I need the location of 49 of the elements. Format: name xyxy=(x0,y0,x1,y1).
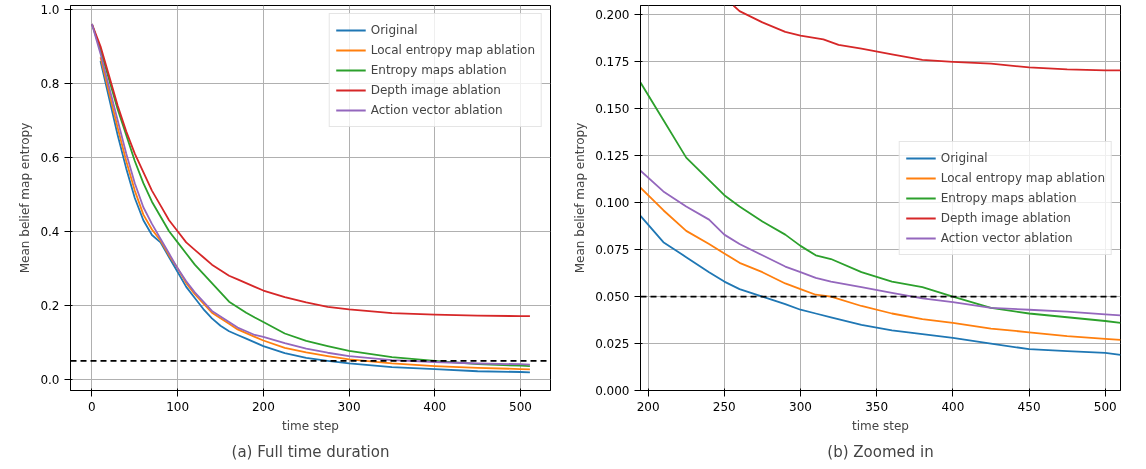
line-series xyxy=(640,81,1121,324)
legend-label: Original xyxy=(370,23,418,37)
y-tick-label: 0.4 xyxy=(40,224,60,239)
y-tick-label: 0.025 xyxy=(595,337,630,352)
y-tick-label: 0.6 xyxy=(40,150,60,165)
y-tick-label: 0.075 xyxy=(595,243,630,258)
y-tick-label: 0.125 xyxy=(595,149,630,164)
x-tick-label: 450 xyxy=(1017,399,1041,414)
y-tick-label: 0.0 xyxy=(40,372,60,387)
text: (b) Zoomed in xyxy=(827,442,934,461)
line-series xyxy=(640,186,1121,341)
legend-label: Action vector ablation xyxy=(940,230,1073,245)
x-tick-label: 500 xyxy=(509,399,532,414)
x-tick-label: 300 xyxy=(789,399,812,414)
y-axis-title: Mean belief map entropy xyxy=(573,122,588,274)
x-tick-label: 200 xyxy=(251,399,275,414)
line-series xyxy=(640,169,1121,317)
x-tick-label: 300 xyxy=(337,399,361,414)
y-tick-label: 0.150 xyxy=(595,102,630,117)
x-tick-label: 500 xyxy=(1093,399,1117,414)
y-tick-label: 0.2 xyxy=(40,298,60,313)
y-tick-label: 0.100 xyxy=(595,196,630,211)
legend-label: Entropy maps ablation xyxy=(940,190,1077,205)
x-tick-label: 250 xyxy=(712,399,736,414)
line-series xyxy=(732,5,1121,72)
legend-label: Action vector ablation xyxy=(370,103,503,117)
legend-label: Local entropy map ablation xyxy=(370,43,535,57)
legend-label: Local entropy map ablation xyxy=(940,170,1105,185)
line-series xyxy=(640,214,1121,356)
y-tick-label: 0.8 xyxy=(40,76,60,91)
legend-label: Depth image ablation xyxy=(940,210,1071,225)
x-tick-label: 400 xyxy=(941,399,965,414)
x-axis-title: time step xyxy=(282,418,339,433)
x-tick-label: 350 xyxy=(865,399,889,414)
x-tick-label: 100 xyxy=(166,399,190,414)
x-axis-title: time step xyxy=(852,418,909,433)
y-tick-label: 1.0 xyxy=(40,2,60,17)
y-axis-title: Mean belief map entropy xyxy=(18,122,33,274)
y-tick-label: 0.000 xyxy=(595,384,630,398)
y-tick-label: 0.050 xyxy=(595,290,630,305)
x-tick-label: 400 xyxy=(423,399,447,414)
text: (a) Full time duration xyxy=(231,442,390,461)
x-tick-label: 0 xyxy=(88,399,96,414)
x-tick-label: 200 xyxy=(636,399,660,414)
y-tick-label: 0.175 xyxy=(595,55,630,70)
y-tick-label: 0.200 xyxy=(595,8,630,23)
legend-label: Entropy maps ablation xyxy=(370,63,507,77)
legend-label: Depth image ablation xyxy=(370,83,501,97)
legend-label: Original xyxy=(940,150,988,165)
